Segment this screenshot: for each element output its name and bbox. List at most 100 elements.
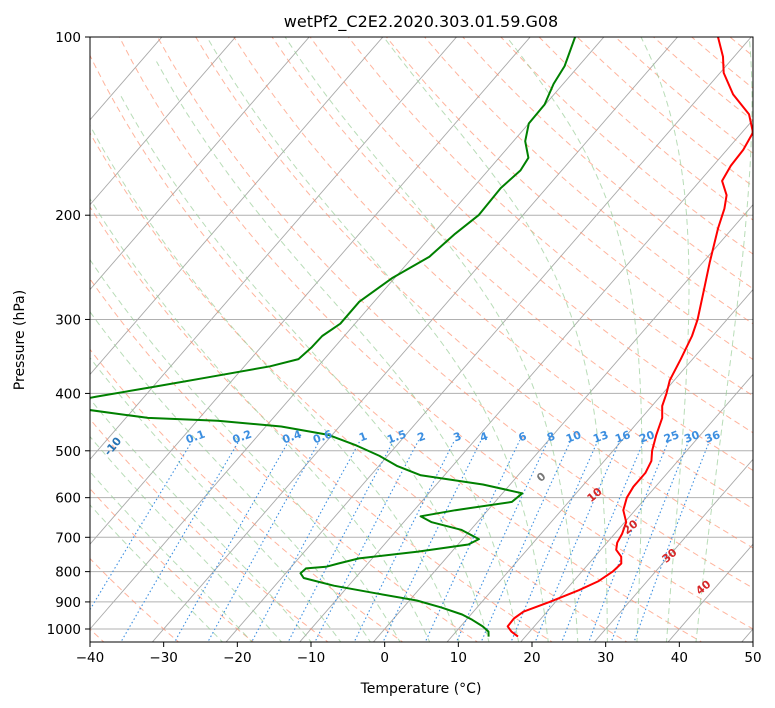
mixing-ratio-label: 36 [703,428,722,446]
mixing-ratio-line [561,440,645,642]
dry-adiabat [195,37,753,549]
dewpoint-curve [90,37,577,637]
x-tick-label: 50 [744,650,761,666]
isotherm-line [90,37,237,206]
y-tick-label: 400 [55,386,81,402]
moist-adiabat [284,37,579,642]
mixing-ratio-label: 1.5 [385,428,408,447]
moist-adiabat [90,310,371,642]
y-tick-label: 200 [55,208,81,224]
mixing-ratio-label: 25 [662,428,681,445]
isotherm-line [90,37,310,291]
dry-adiabat [271,37,753,472]
moist-adiabat [382,37,608,642]
y-tick-label: 900 [55,595,81,611]
dry-adiabat [90,206,554,642]
dry-adiabat [90,418,329,642]
mixing-ratio-label: 0.4 [281,427,304,446]
isotherm-line [151,37,679,642]
x-tick-label: −10 [297,650,326,666]
moist-adiabat [695,37,753,642]
dry-adiabat [347,37,753,397]
dry-adiabat [90,131,628,642]
dry-adiabat [386,37,753,361]
y-tick-label: 1000 [47,622,81,638]
mixing-ratio-label: 3 [452,430,464,445]
mixing-ratio-label: 13 [591,428,610,445]
x-tick-label: 0 [380,650,389,666]
mixing-ratio-line [287,440,395,642]
isotherm-line [372,203,753,642]
x-tick-label: −20 [223,650,252,666]
dry-adiabat [90,488,254,642]
dry-adiabat [90,54,703,642]
sounding-curves [90,37,753,638]
mixing-ratio-label: 30 [682,428,701,446]
x-tick-label: 20 [523,650,540,666]
isotherm-line [593,458,753,642]
isotherm-line [225,37,752,642]
mixing-ratio-label: 2 [416,430,428,445]
x-tick-label: −40 [76,650,105,666]
moist-adiabat [90,258,401,642]
y-tick-label: 600 [55,491,81,507]
y-tick-label: 500 [55,444,81,460]
chart-title: wetPf2_C2E2.2020.303.01.59.G08 [284,12,558,32]
mixing-ratio-label: 16 [613,428,632,446]
mixing-ratio-label: 1 [357,430,369,445]
moist-adiabat [506,37,643,642]
moist-adiabat [90,470,253,642]
isotherm-line [90,37,531,545]
y-axis-label: Pressure (hPa) [12,290,28,390]
isotherm-line [520,373,753,642]
mixing-ratio-line [314,440,420,642]
isotherm-line [299,119,753,642]
mixing-ratio-line [534,440,621,642]
moist-adiabat [90,356,342,642]
moist-adiabat [119,94,490,642]
y-tick-label: 300 [55,312,81,328]
isotherm-line [90,37,384,376]
mixing-ratio-line [173,440,290,642]
mixing-ratio-label: 8 [545,430,557,445]
y-tick-label: 100 [55,30,81,46]
mixing-ratio-label: 6 [517,429,529,444]
dry-adiabat [90,557,180,642]
moist-adiabat [90,197,431,642]
x-tick-label: 40 [671,650,688,666]
moist-adiabat [90,435,283,642]
axes: −40 −30 −20 −10 0 10 20 30 40 50 1000 900 800 700 600 5… [47,30,762,666]
isotherm-line [90,37,458,460]
mixing-ratio-label: 20 [638,428,657,446]
moist-adiabat [90,124,460,642]
x-tick-label: −30 [149,650,178,666]
dry-adiabat [118,37,753,630]
dry-adiabat [309,37,753,434]
dry-adiabat [90,348,404,642]
mixing-ratio-line [510,440,599,642]
mixing-ratio-line [251,440,361,642]
mixing-ratio-label: 10 [564,428,583,446]
x-axis-label: Temperature (°C) [360,681,482,697]
x-tick-label: 10 [450,650,467,666]
mixing-ratio-label: 4 [478,429,490,444]
mixing-ratio-label: 0.2 [231,428,254,447]
plot-frame [89,36,754,643]
mixing-ratio-label: 0.1 [184,428,207,447]
isotherm-line [446,288,753,642]
mixing-ratio-line [120,440,240,642]
moist-adiabat [90,398,312,642]
moist-adiabat [156,61,520,642]
mixing-ratio-line [588,440,670,642]
line-labels: 0.1 0.2 0.4 0.6 1 1.5 2 3 4 6 8 10 13 16 20 25 30 36-1001… [102,427,723,597]
moist-adiabat [640,37,690,642]
temperature-curve [506,37,753,638]
isotherm-line [90,37,605,630]
y-tick-label: 700 [55,530,81,546]
moist-adiabat [206,37,549,642]
dry-adiabat [157,37,753,589]
dry-adiabat [233,37,753,510]
mixing-ratio-label: 0.6 [311,427,334,446]
